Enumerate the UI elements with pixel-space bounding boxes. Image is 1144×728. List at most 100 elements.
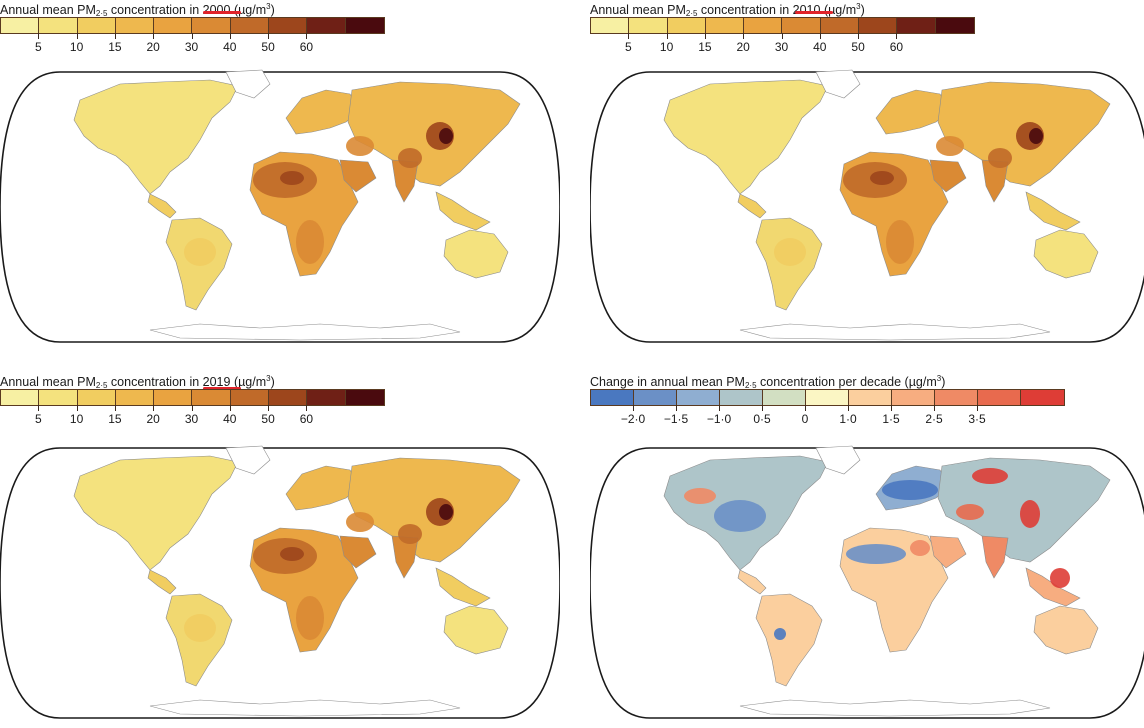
legend-tick-mark	[666, 33, 668, 39]
legend-tick-mark	[762, 405, 763, 411]
legend-tick-label: 50	[261, 412, 275, 426]
landmass-centralAmerica	[737, 193, 767, 219]
legend-tick-label: 5	[34, 40, 42, 54]
pollution-hotspot	[714, 500, 766, 532]
legend-tick-label: 15	[108, 40, 122, 54]
pollution-hotspot	[1050, 568, 1070, 588]
legend-tick-label: 60	[889, 40, 904, 54]
legend-tick-mark	[114, 405, 116, 411]
legend-tick-label: 3·5	[968, 412, 986, 426]
legend-tick-mark	[229, 405, 231, 411]
title-text-mid: concentration in	[107, 3, 203, 17]
legend-tick-mark	[719, 405, 720, 411]
landmass-seAsia	[1025, 567, 1081, 607]
legend-tick-mark	[934, 405, 935, 411]
legend-tick-label: 0·5	[753, 412, 771, 426]
legend-tick-mark	[268, 33, 270, 39]
panel-title: Change in annual mean PM2·5 concentratio…	[590, 372, 945, 393]
map-panel-2019: Annual mean PM2·5 concentration in 2019 …	[0, 372, 560, 727]
legend-tick-label: 30	[184, 40, 199, 54]
title-subscript: 2·5	[685, 9, 698, 18]
pollution-hotspot	[184, 238, 216, 266]
legend-swatch	[307, 390, 346, 405]
title-unit: (µg/m	[230, 375, 267, 389]
landmass-greenland	[225, 69, 271, 99]
year-highlight-mark	[203, 11, 241, 14]
landmass-greenland	[815, 445, 861, 475]
color-legend-bar	[0, 17, 385, 34]
year-highlight-mark	[795, 11, 833, 14]
legend-tick-mark	[76, 405, 78, 411]
legend-tick-mark	[891, 405, 892, 411]
title-superscript: 3	[936, 374, 942, 383]
landmass-seAsia	[1025, 191, 1081, 231]
legend-swatch	[154, 390, 193, 405]
landmass-centralAmerica	[147, 569, 177, 595]
pollution-hotspot	[280, 171, 304, 185]
legend-tick-mark	[229, 33, 231, 39]
landmass-northAmerica	[663, 79, 829, 195]
title-unit: (µg/m	[901, 375, 937, 389]
title-unit: (µg/m	[820, 3, 857, 17]
title-text-mid: concentration in	[107, 375, 203, 389]
legend-tick-mark	[306, 33, 308, 39]
landmass-australia	[1033, 229, 1099, 279]
pollution-hotspot	[439, 504, 453, 520]
pollution-hotspot	[910, 540, 930, 556]
pollution-hotspot	[439, 128, 453, 144]
world-map	[590, 69, 1144, 343]
panel-title: Annual mean PM2·5 concentration in 2010 …	[590, 0, 865, 21]
panel-title: Annual mean PM2·5 concentration in 2019 …	[0, 372, 275, 393]
legend-swatch	[859, 18, 898, 33]
legend-swatch	[345, 390, 384, 405]
legend-swatch	[1, 390, 40, 405]
legend-tick-mark	[743, 33, 745, 39]
landmass-northAmerica	[73, 455, 239, 571]
landmass-antarctica	[149, 323, 461, 341]
title-text-mid: concentration in	[697, 3, 793, 17]
legend-tick-label: 2·5	[925, 412, 943, 426]
pollution-hotspot	[1029, 128, 1043, 144]
pollution-hotspot	[936, 136, 964, 156]
year-highlight-mark	[203, 387, 241, 390]
legend-swatch	[77, 18, 116, 33]
legend-tick-label: 30	[774, 40, 789, 54]
legend-ticks: 5 10 15 20 30 40 50 60	[0, 33, 560, 54]
color-legend-bar	[0, 389, 385, 406]
legend-tick-mark	[306, 405, 308, 411]
legend-swatch	[935, 18, 974, 33]
landmass-greenland	[225, 445, 271, 475]
title-superscript: 3	[266, 2, 271, 11]
legend-tick-mark	[633, 405, 634, 411]
pollution-hotspot	[346, 512, 374, 532]
title-unit-close: )	[860, 3, 865, 17]
legend-tick-label: 40	[223, 412, 237, 426]
legend-tick-mark	[858, 33, 860, 39]
legend-swatch	[935, 390, 978, 405]
legend-tick-label: 40	[813, 40, 827, 54]
title-subscript: 2·5	[744, 381, 757, 390]
landmass-centralAmerica	[737, 569, 767, 595]
landmass-antarctica	[149, 699, 461, 717]
title-subscript: 2·5	[95, 381, 108, 390]
legend-tick-mark	[76, 33, 78, 39]
pollution-hotspot	[882, 480, 938, 500]
landmass-arabia	[339, 535, 377, 569]
title-unit: (µg/m	[230, 3, 267, 17]
legend-swatch	[978, 390, 1021, 405]
legend-swatch	[629, 18, 668, 33]
legend-tick-label: 60	[299, 412, 314, 426]
landmass-seAsia	[435, 191, 491, 231]
pollution-hotspot	[296, 220, 324, 264]
title-subscript: 2·5	[95, 9, 108, 18]
legend-swatch	[720, 390, 763, 405]
legend-ticks: −2·0 −1·5 −1·0 0·5 0 1·0 1·5 2·5 3·5	[590, 405, 1144, 426]
legend-tick-label: 60	[299, 40, 314, 54]
landmass-northAmerica	[73, 79, 239, 195]
title-text: Change in annual mean PM	[590, 375, 745, 389]
legend-swatch	[677, 390, 720, 405]
landmass-australia	[443, 605, 509, 655]
legend-swatch	[230, 18, 270, 33]
legend-swatch	[667, 18, 706, 33]
legend-swatch	[269, 390, 308, 405]
